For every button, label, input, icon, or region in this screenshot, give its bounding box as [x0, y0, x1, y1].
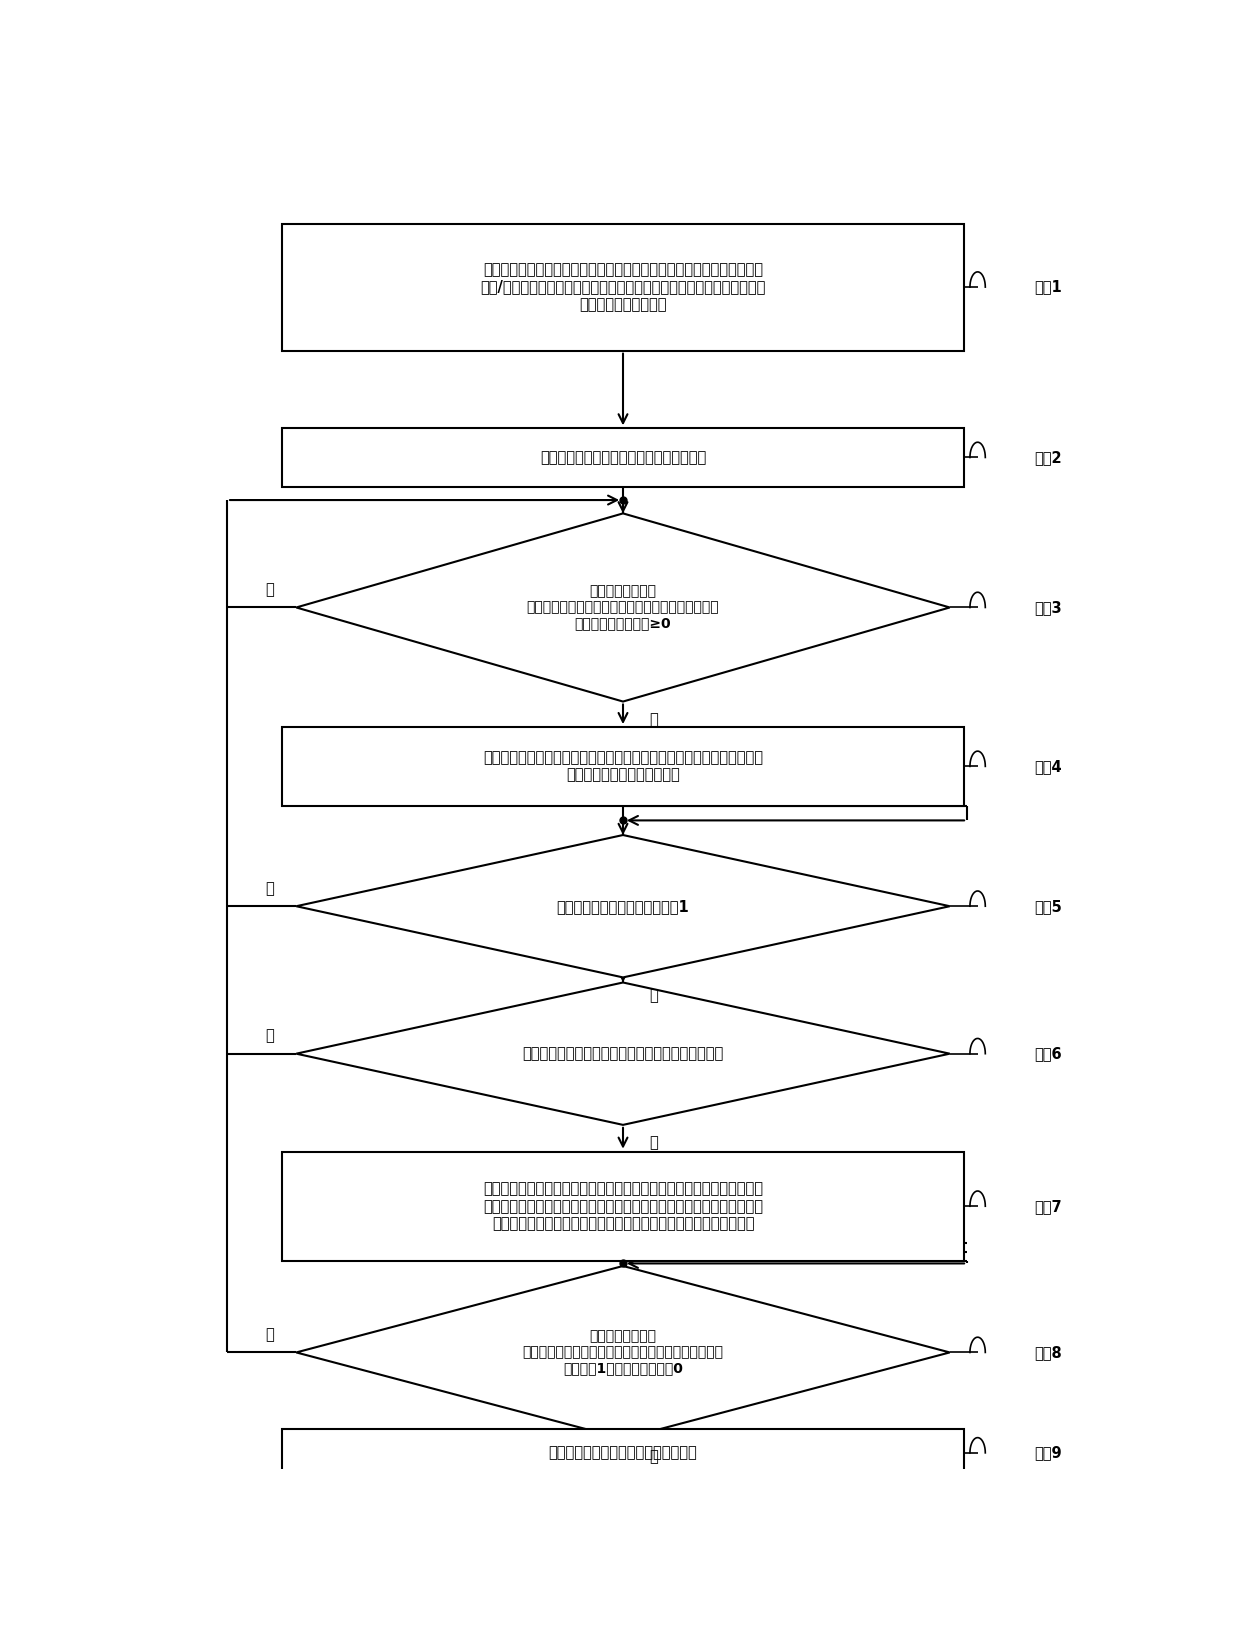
Text: 是: 是 — [265, 1029, 274, 1043]
Text: 将当前蒸汽介质的富余量分配给相关减温减压装置，该相关减温减压装置
为将当前蒸汽降为当前蒸汽关联的低等级蒸汽的减温减压装置，初始化该
相关减温减压装置的入口蒸汽量: 将当前蒸汽介质的富余量分配给相关减温减压装置，该相关减温减压装置 为将当前蒸汽降… — [484, 1182, 763, 1232]
Text: 步骤6: 步骤6 — [1034, 1047, 1061, 1062]
Text: 确定钢铁企业的蒸汽系统网络拓扑结构；根据热力设备的能耗情况确立其
输入/输出变量集，结合该热力设备的工艺模型和约束条件，建立与热力设
备对应的单元数学模型: 确定钢铁企业的蒸汽系统网络拓扑结构；根据热力设备的能耗情况确立其 输入/输出变量… — [480, 263, 765, 312]
Text: 是: 是 — [265, 882, 274, 896]
Text: 步骤5: 步骤5 — [1034, 898, 1063, 913]
Text: 步骤9: 步骤9 — [1034, 1445, 1061, 1461]
Text: 对所有蒸汽介质按压力等级的降序进行排序: 对所有蒸汽介质按压力等级的降序进行排序 — [539, 451, 706, 466]
FancyBboxPatch shape — [281, 726, 965, 806]
Text: 步骤1: 步骤1 — [1034, 279, 1063, 294]
Text: 步骤7: 步骤7 — [1034, 1199, 1061, 1213]
FancyBboxPatch shape — [281, 1428, 965, 1478]
Polygon shape — [296, 1266, 950, 1440]
Text: 否: 否 — [650, 987, 658, 1002]
Text: 判断与当前蒸汽关联的低等级蒸汽是否满足生产需求: 判断与当前蒸汽关联的低等级蒸汽是否满足生产需求 — [522, 1047, 724, 1062]
Text: 是: 是 — [265, 1327, 274, 1342]
Text: 步骤4: 步骤4 — [1034, 759, 1061, 774]
FancyBboxPatch shape — [281, 223, 965, 350]
Text: 步骤3: 步骤3 — [1034, 599, 1061, 614]
Text: 输出钢铁企业蒸汽系统优化调度可行解: 输出钢铁企业蒸汽系统优化调度可行解 — [548, 1445, 697, 1461]
Polygon shape — [296, 835, 950, 977]
Text: 根据蒸汽供需预测
结果以及上述单元数学模型，计算蒸汽的富余量，判
断该蒸汽富余量是否≥0: 根据蒸汽供需预测 结果以及上述单元数学模型，计算蒸汽的富余量，判 断该蒸汽富余量… — [527, 584, 719, 631]
Polygon shape — [296, 513, 950, 702]
Text: 步骤2: 步骤2 — [1034, 451, 1061, 466]
Text: 是: 是 — [265, 583, 274, 598]
Text: 将当前蒸汽的富余
量分配给汽轮机类和减温减压装置类设备，将蒸汽的介
质序号减1后判断其是否大于0: 将当前蒸汽的富余 量分配给汽轮机类和减温减压装置类设备，将蒸汽的介 质序号减1后… — [522, 1329, 723, 1375]
Text: 否: 否 — [650, 712, 658, 726]
Polygon shape — [296, 982, 950, 1124]
Text: 在满足工艺条件的约束下，增加锅炉类设备的燃煤消耗量，使产汽量满足
主生产工序的生产用蒸汽需量: 在满足工艺条件的约束下，增加锅炉类设备的燃煤消耗量，使产汽量满足 主生产工序的生… — [484, 750, 763, 783]
FancyBboxPatch shape — [281, 1152, 965, 1261]
Text: 否: 否 — [650, 1450, 658, 1464]
FancyBboxPatch shape — [281, 428, 965, 487]
Text: 否: 否 — [650, 1136, 658, 1151]
Text: 步骤8: 步骤8 — [1034, 1346, 1063, 1360]
Text: 判断当前蒸汽的介质序号是否为1: 判断当前蒸汽的介质序号是否为1 — [557, 898, 689, 913]
